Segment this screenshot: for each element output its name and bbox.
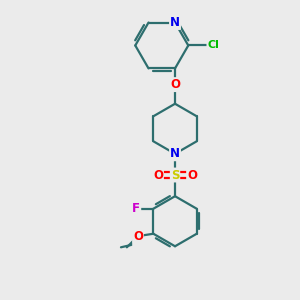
Text: O: O xyxy=(187,169,197,182)
Text: Cl: Cl xyxy=(207,40,219,50)
Text: O: O xyxy=(170,78,180,91)
Text: N: N xyxy=(170,16,180,29)
Text: O: O xyxy=(153,169,163,182)
Text: N: N xyxy=(170,147,180,160)
Text: S: S xyxy=(171,169,179,182)
Text: F: F xyxy=(132,202,140,215)
Text: O: O xyxy=(133,230,143,243)
